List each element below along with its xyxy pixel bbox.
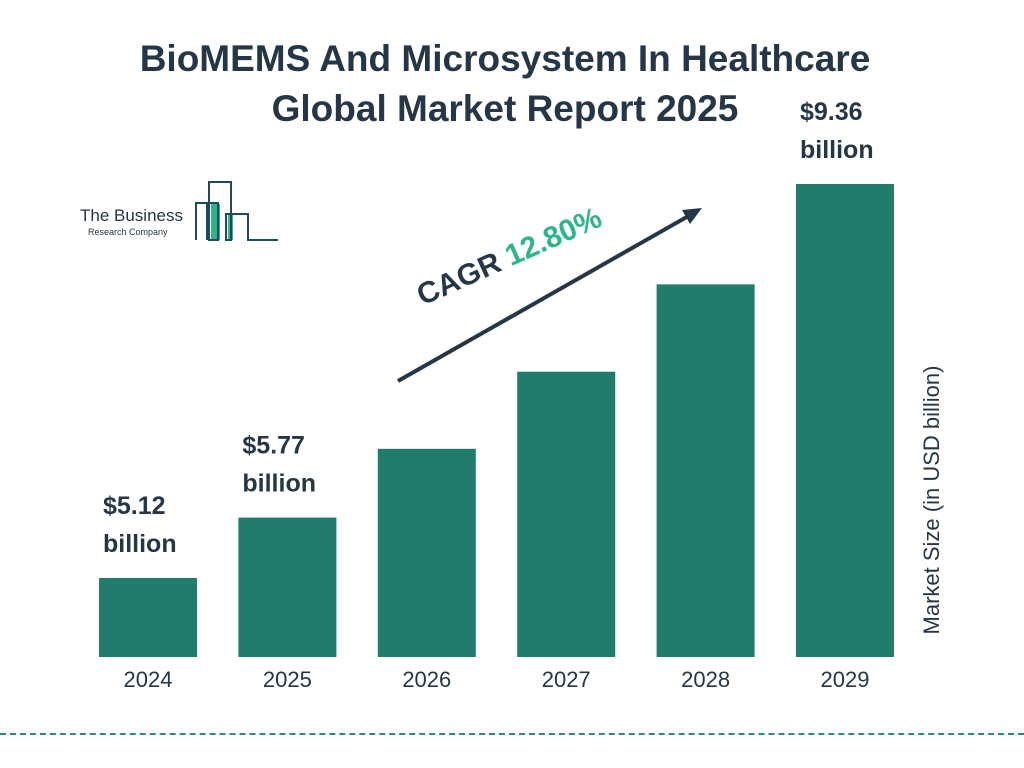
bar-2027	[517, 371, 616, 657]
data-label-unit: billion	[103, 530, 177, 558]
x-tick-label: 2024	[124, 667, 173, 692]
chart-title: BioMEMS And Microsystem In Healthcare Gl…	[0, 34, 1010, 134]
bar-2025	[238, 517, 337, 657]
title-line-1: BioMEMS And Microsystem In Healthcare	[139, 38, 871, 79]
title-line-2: Global Market Report 2025	[271, 88, 739, 129]
data-label-value: $5.12	[103, 492, 166, 520]
data-label-value: $5.77	[242, 432, 305, 460]
logo-text-1: The Business	[80, 206, 183, 225]
data-label-unit: billion	[800, 136, 874, 164]
logo-text-2: Research Company	[88, 227, 168, 237]
x-tick-label: 2025	[263, 667, 312, 692]
x-tick-label: 2028	[681, 667, 730, 692]
x-tick-label: 2026	[402, 667, 451, 692]
data-label-unit: billion	[242, 470, 316, 498]
x-tick-label: 2027	[542, 667, 591, 692]
cagr-arrow-head-icon	[682, 208, 702, 224]
bar-2028	[656, 284, 755, 657]
logo-buildings-icon	[195, 181, 278, 241]
x-tick-label: 2029	[821, 667, 870, 692]
bar-2024	[99, 578, 197, 657]
bar-2029	[796, 184, 894, 657]
dashed-divider	[0, 733, 1024, 735]
data-label-value: $9.36	[800, 98, 863, 126]
company-logo: The Business Research Company	[78, 180, 283, 245]
bar-2026	[377, 448, 476, 657]
cagr-arrow-line	[397, 212, 693, 383]
y-axis-label: Market Size (in USD billion)	[919, 365, 944, 635]
